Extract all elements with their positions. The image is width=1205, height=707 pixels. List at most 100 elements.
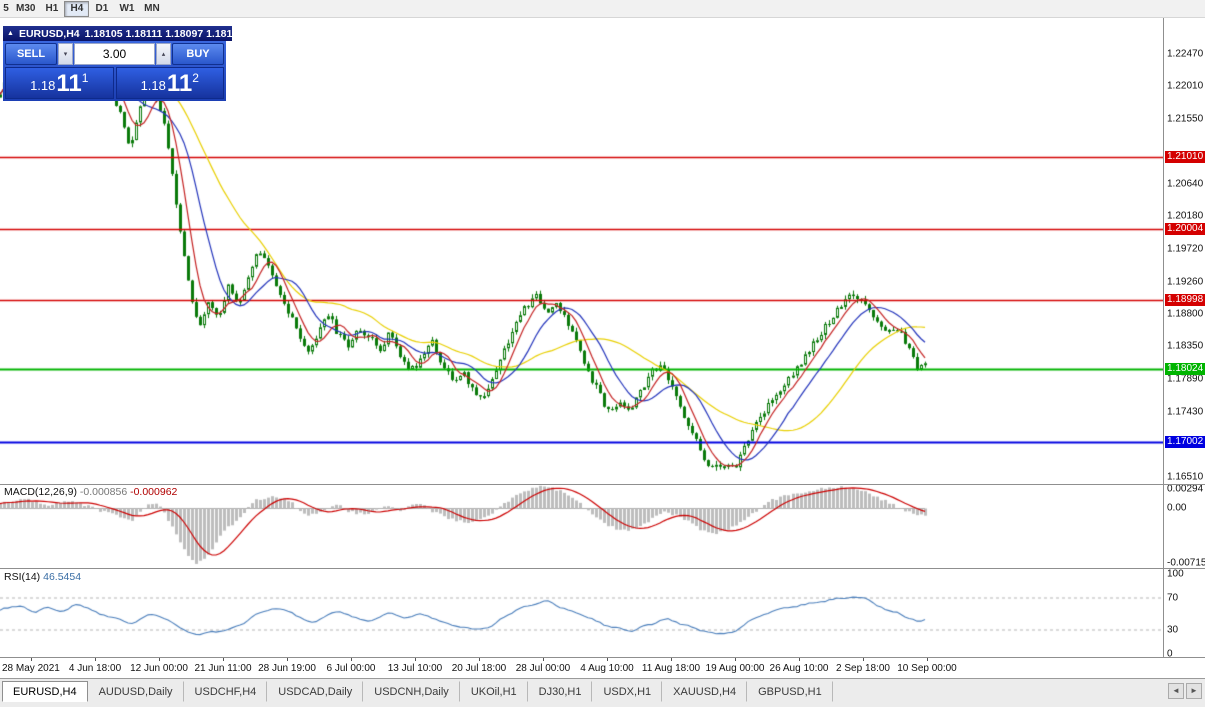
buy-price-figure: 1.18 [140, 78, 166, 93]
time-axis-tick [415, 658, 416, 661]
macd-scale-label: -0.00715 [1167, 557, 1205, 569]
chart-area: ▲ EURUSD,H4 1.18105 1.18111 1.18097 1.18… [0, 18, 1205, 660]
time-axis-tick [863, 658, 864, 661]
chart-tab-gbpusd-h1[interactable]: GBPUSD,H1 [747, 681, 833, 702]
timeframe-button-h4[interactable]: H4 [64, 0, 90, 17]
pane-splitter-rsi[interactable] [0, 568, 1205, 569]
time-axis-label: 19 Aug 00:00 [705, 663, 765, 674]
chart-symbol-period: EURUSD,H4 [18, 27, 80, 40]
timeframe-button-5[interactable]: 5 [0, 1, 12, 17]
chart-tab-eurusd-h4[interactable]: EURUSD,H4 [2, 681, 88, 702]
time-axis-tick [351, 658, 352, 661]
tab-scroll-left-button[interactable]: ◄ [1168, 683, 1184, 699]
time-axis-label: 12 Jun 00:00 [130, 663, 188, 674]
chart-tab-usdx-h1[interactable]: USDX,H1 [592, 681, 663, 702]
time-axis-label: 28 Jun 19:00 [258, 663, 316, 674]
price-scale[interactable]: 1.22470 1.22010 1.21550 1.20640 1.20180 1.197… [1163, 18, 1205, 660]
price-tick-label: 1.18800 [1167, 308, 1204, 320]
time-axis-tick [95, 658, 96, 661]
price-line-label: 1.18998 [1165, 294, 1205, 307]
lot-decrease-button[interactable]: ▾ [58, 43, 73, 65]
buy-button[interactable]: BUY [172, 43, 224, 65]
timeframe-toolbar: 5 M30 H1 H4 D1 W1 MN [0, 0, 1205, 18]
rsi-name: RSI(14) [4, 571, 41, 583]
order-row: SELL ▾ ▴ BUY [5, 43, 224, 65]
macd-signal-value: -0.000962 [130, 486, 178, 498]
chart-tab-bar: EURUSD,H4 AUDUSD,Daily USDCHF,H4 USDCAD,Dai… [0, 678, 1205, 707]
quote-row: 1.18 11 1 1.18 11 2 [5, 67, 224, 99]
timeframe-button-d1[interactable]: D1 [89, 1, 114, 17]
chart-tab-usdcnh-daily[interactable]: USDCNH,Daily [363, 681, 460, 702]
arrow-left-icon: ◄ [1172, 686, 1180, 695]
time-axis-label: 4 Aug 10:00 [580, 663, 634, 674]
sell-price-pips: 11 [56, 70, 82, 97]
chart-tab-xauusd-h4[interactable]: XAUUSD,H4 [662, 681, 748, 702]
time-axis-tick [543, 658, 544, 661]
buy-price-pipette: 2 [192, 71, 199, 85]
macd-scale-label: 0.00294 [1167, 483, 1204, 495]
price-tick-label: 1.17430 [1167, 406, 1204, 418]
chart-tab-audusd-daily[interactable]: AUDUSD,Daily [88, 681, 184, 702]
sell-price-figure: 1.18 [30, 78, 56, 93]
tab-scroll-controls: ◄ ► [1168, 683, 1202, 699]
rsi-scale-label: 30 [1167, 624, 1179, 636]
timeframe-button-m30[interactable]: M30 [12, 1, 39, 17]
time-axis-tick [799, 658, 800, 661]
sell-price-pipette: 1 [81, 71, 89, 85]
time-axis-label: 4 Jun 18:00 [68, 663, 122, 674]
macd-indicator-label: MACD(12,26,9) -0.000856 -0.000962 [4, 486, 177, 498]
price-tick-label: 1.20640 [1167, 178, 1204, 189]
timeframe-button-h1[interactable]: H1 [39, 1, 64, 17]
price-tick-label: 1.21550 [1167, 113, 1204, 125]
time-axis[interactable]: 28 May 2021 4 Jun 18:00 12 Jun 00:00 21 Jun… [0, 657, 1205, 678]
arrow-right-icon: ► [1190, 686, 1198, 695]
time-axis-tick [287, 658, 288, 661]
buy-quote[interactable]: 1.18 11 2 [115, 67, 224, 99]
time-axis-label: 2 Sep 18:00 [836, 663, 890, 674]
time-axis-tick [607, 658, 608, 661]
chart-tab-ukoil-h1[interactable]: UKOil,H1 [460, 681, 528, 702]
rsi-scale-label: 70 [1167, 592, 1179, 604]
collapse-arrow-icon[interactable]: ▲ [7, 30, 14, 37]
rsi-value: 46.5454 [43, 571, 82, 583]
macd-name: MACD(12,26,9) [4, 486, 77, 498]
time-axis-label: 20 Jul 18:00 [451, 663, 507, 674]
price-line-label: 1.21010 [1165, 151, 1205, 164]
rsi-indicator-label: RSI(14) 46.5454 [4, 571, 81, 583]
price-tick-label: 1.19260 [1167, 276, 1204, 288]
time-axis-tick [159, 658, 160, 661]
time-axis-label: 21 Jun 11:00 [194, 663, 252, 674]
timeframe-button-mn[interactable]: MN [139, 1, 164, 17]
time-axis-tick [671, 658, 672, 661]
chart-tab-usdcad-daily[interactable]: USDCAD,Daily [267, 681, 364, 702]
lot-size-input[interactable] [74, 43, 155, 65]
chart-title-bar[interactable]: ▲ EURUSD,H4 1.18105 1.18111 1.18097 1.18… [3, 26, 232, 41]
price-line-label: 1.18024 [1165, 363, 1205, 376]
time-axis-label: 11 Aug 18:00 [641, 663, 701, 674]
time-axis-label: 28 Jul 00:00 [515, 663, 571, 674]
rsi-scale-label: 100 [1167, 568, 1184, 580]
sell-button[interactable]: SELL [5, 43, 57, 65]
time-axis-label: 10 Sep 00:00 [897, 663, 957, 674]
time-axis-label: 6 Jul 00:00 [326, 663, 376, 674]
time-axis-label: 13 Jul 10:00 [387, 663, 443, 674]
spin-up-icon: ▴ [161, 50, 166, 58]
rsi-scale-label: 0 [1167, 648, 1173, 660]
sell-quote[interactable]: 1.18 11 1 [5, 67, 114, 99]
time-axis-label: 28 May 2021 [2, 663, 60, 674]
time-axis-label: 26 Aug 10:00 [769, 663, 829, 674]
pane-splitter-macd[interactable] [0, 484, 1205, 485]
price-tick-label: 1.20180 [1167, 210, 1204, 222]
chart-tab-dj30-h1[interactable]: DJ30,H1 [528, 681, 593, 702]
price-tick-label: 1.22470 [1167, 48, 1204, 60]
buy-price-pips: 11 [166, 70, 193, 97]
tab-scroll-right-button[interactable]: ► [1186, 683, 1202, 699]
lot-increase-button[interactable]: ▴ [156, 43, 171, 65]
price-tick-label: 1.17890 [1167, 373, 1204, 385]
chart-tab-usdchf-h4[interactable]: USDCHF,H4 [184, 681, 268, 702]
timeframe-button-w1[interactable]: W1 [114, 1, 139, 17]
price-chart-canvas[interactable] [0, 18, 1163, 657]
chart-ohlc-values: 1.18105 1.18111 1.18097 1.18108 [84, 27, 232, 40]
price-tick-label: 1.16510 [1167, 471, 1204, 483]
